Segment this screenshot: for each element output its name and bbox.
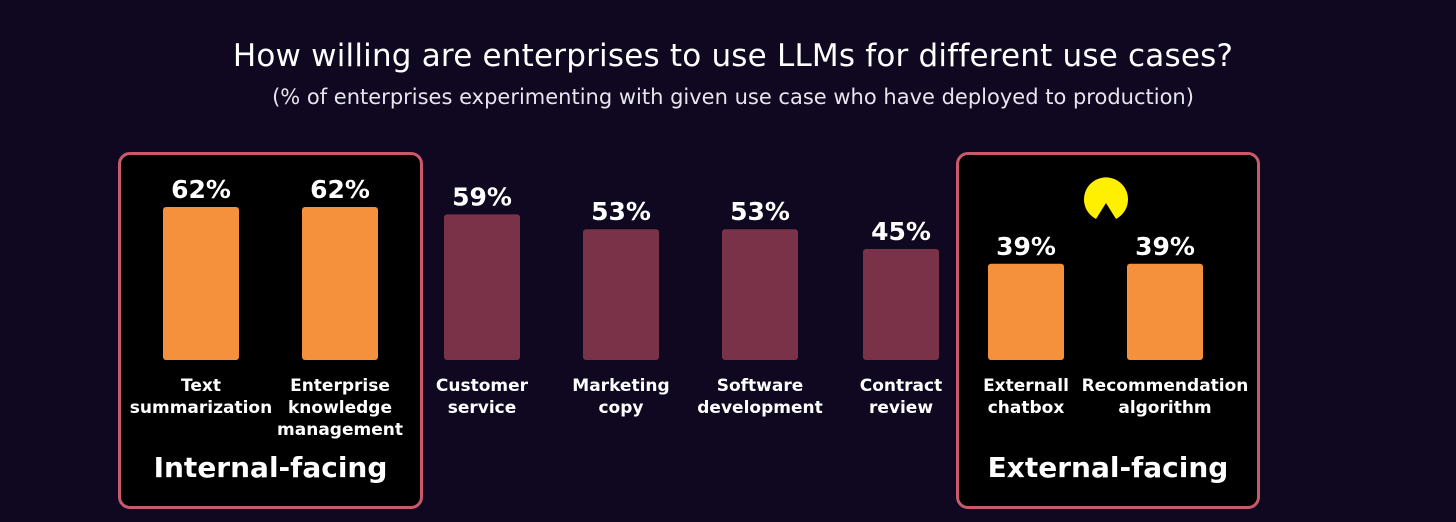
bar — [444, 214, 520, 360]
chart-subtitle: (% of enterprises experimenting with giv… — [272, 85, 1194, 109]
bar — [863, 248, 939, 360]
bar-value-label: 53% — [591, 197, 651, 226]
bar-value-label: 62% — [310, 175, 370, 204]
pacman-icon — [1084, 177, 1128, 219]
category-label: knowledge — [288, 398, 392, 418]
bar — [583, 229, 659, 360]
category-label: summarization — [130, 398, 272, 418]
bar — [988, 263, 1064, 360]
category-label: development — [697, 398, 822, 418]
category-label: Software — [717, 376, 804, 396]
bar-value-label: 53% — [730, 197, 790, 226]
category-label: Enterprise — [290, 376, 390, 396]
category-label: Externall — [983, 376, 1069, 396]
category-label: management — [277, 420, 403, 440]
category-label: chatbox — [988, 398, 1065, 418]
bar-value-label: 39% — [1135, 232, 1195, 261]
bar — [302, 207, 378, 360]
bar-value-label: 62% — [171, 175, 231, 204]
external-facing-label: External-facing — [987, 451, 1229, 484]
category-label: algorithm — [1118, 398, 1211, 418]
category-label: service — [448, 398, 517, 418]
category-label: copy — [598, 398, 643, 418]
bar-value-label: 45% — [871, 217, 931, 246]
bar — [1127, 263, 1203, 360]
bar — [722, 229, 798, 360]
bar — [163, 207, 239, 360]
chart-title: How willing are enterprises to use LLMs … — [232, 38, 1234, 74]
internal-facing-label: Internal-facing — [153, 451, 388, 484]
bar-value-label: 39% — [996, 232, 1056, 261]
category-label: Recommendation — [1082, 376, 1249, 396]
category-label: Text — [181, 376, 221, 396]
category-label: review — [869, 398, 933, 418]
category-label: Marketing — [572, 376, 669, 396]
bar-value-label: 59% — [452, 182, 512, 211]
category-label: Customer — [436, 376, 529, 396]
category-label: Contract — [860, 376, 942, 396]
